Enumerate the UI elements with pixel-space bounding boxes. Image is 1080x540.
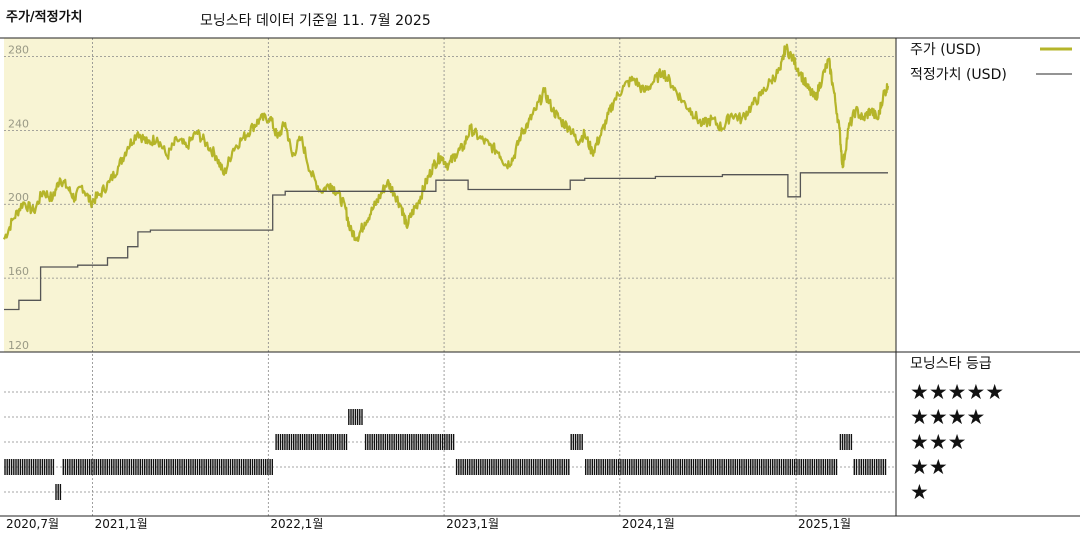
rating-bar <box>55 484 62 500</box>
rating-period <box>4 459 55 475</box>
rating-bar <box>275 434 348 450</box>
rating-period <box>62 459 273 475</box>
rating-period <box>55 484 62 500</box>
rating-bars <box>4 409 887 500</box>
x-tick-label: 2024,1월 <box>622 517 675 531</box>
rating-bar <box>455 459 570 475</box>
y-tick-label: 200 <box>8 191 29 204</box>
rating-period <box>364 434 455 450</box>
y-tick-label: 160 <box>8 265 29 278</box>
rating-period <box>839 434 853 450</box>
rating-2-stars: ★★ <box>910 455 948 479</box>
y-tick-label: 120 <box>8 339 29 352</box>
rating-bar <box>364 434 455 450</box>
rating-bar <box>62 459 273 475</box>
x-tick-label: 2021,1월 <box>95 517 148 531</box>
price-panel <box>4 38 896 352</box>
chart-axes: 120 160 200 240 280 2020,7월 2021,1월 2022,1월 2023… <box>0 37 1080 531</box>
chart-title: 주가/적정가치 <box>6 10 83 25</box>
rating-bar <box>853 459 858 475</box>
rating-bar <box>839 434 853 450</box>
rating-period <box>348 409 363 425</box>
rating-period <box>585 459 838 475</box>
legend-price-label: 주가 (USD) <box>910 42 981 58</box>
chart-grid <box>4 38 896 516</box>
rating-legend-title: 모닝스타 등급 <box>910 356 992 372</box>
price-line <box>3 43 890 242</box>
rating-panel <box>4 352 896 516</box>
x-tick-label: 2023,1월 <box>446 517 499 531</box>
rating-period <box>853 459 858 475</box>
rating-1-star: ★ <box>910 480 929 504</box>
rating-3-stars: ★★★ <box>910 430 966 454</box>
rating-period <box>570 434 583 450</box>
rating-bar <box>4 459 55 475</box>
chart-lines <box>3 43 890 311</box>
chart-background <box>4 38 896 516</box>
legend: 주가 (USD) 적정가치 (USD) 모닝스타 등급 ★★★★★ ★★★★ ★… <box>910 42 1072 504</box>
data-as-of-date: 모닝스타 데이터 기준일 11. 7월 2025 <box>200 13 431 29</box>
rating-bar <box>585 459 838 475</box>
rating-bar <box>348 409 363 425</box>
x-tick-label: 2025,1월 <box>798 517 851 531</box>
y-tick-label: 280 <box>8 43 29 56</box>
legend-fair-value-label: 적정가치 (USD) <box>910 67 1007 83</box>
x-tick-label: 2020,7월 <box>6 517 59 531</box>
y-tick-label: 240 <box>8 117 29 130</box>
rating-period <box>455 459 570 475</box>
x-tick-label: 2022,1월 <box>270 517 323 531</box>
rating-period <box>275 434 348 450</box>
rating-5-stars: ★★★★★ <box>910 380 1004 404</box>
fair-value-line <box>4 172 888 311</box>
rating-period <box>858 459 887 475</box>
rating-bar <box>570 434 583 450</box>
rating-bar <box>858 459 887 475</box>
rating-4-stars: ★★★★ <box>910 405 985 429</box>
